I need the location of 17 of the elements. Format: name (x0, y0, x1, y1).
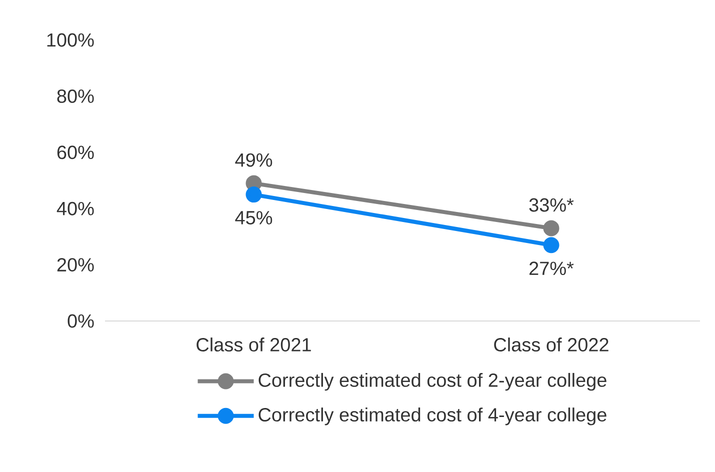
point (246, 186, 262, 203)
data-label: 45% (235, 211, 272, 224)
data-label: 27%* (529, 262, 574, 276)
y-tick-label: 0% (68, 314, 94, 328)
y-tick-label: 40% (56, 202, 94, 216)
y-tick-label: 100% (47, 33, 94, 47)
y-tick-label: 60% (57, 146, 94, 160)
x-tick-label: Class of 2021 (196, 338, 311, 352)
data-label: 49% (235, 153, 272, 167)
point (543, 220, 560, 236)
point (543, 237, 560, 254)
data-label: 33%* (529, 198, 574, 212)
y-tick-label: 20% (57, 258, 94, 272)
legend-label: Correctly estimated cost of 4-year college (258, 408, 606, 426)
legend-label: Correctly estimated cost of 2-year college (258, 372, 606, 391)
y-tick-label: 80% (57, 89, 94, 103)
x-tick-label: Class of 2022 (494, 338, 608, 352)
